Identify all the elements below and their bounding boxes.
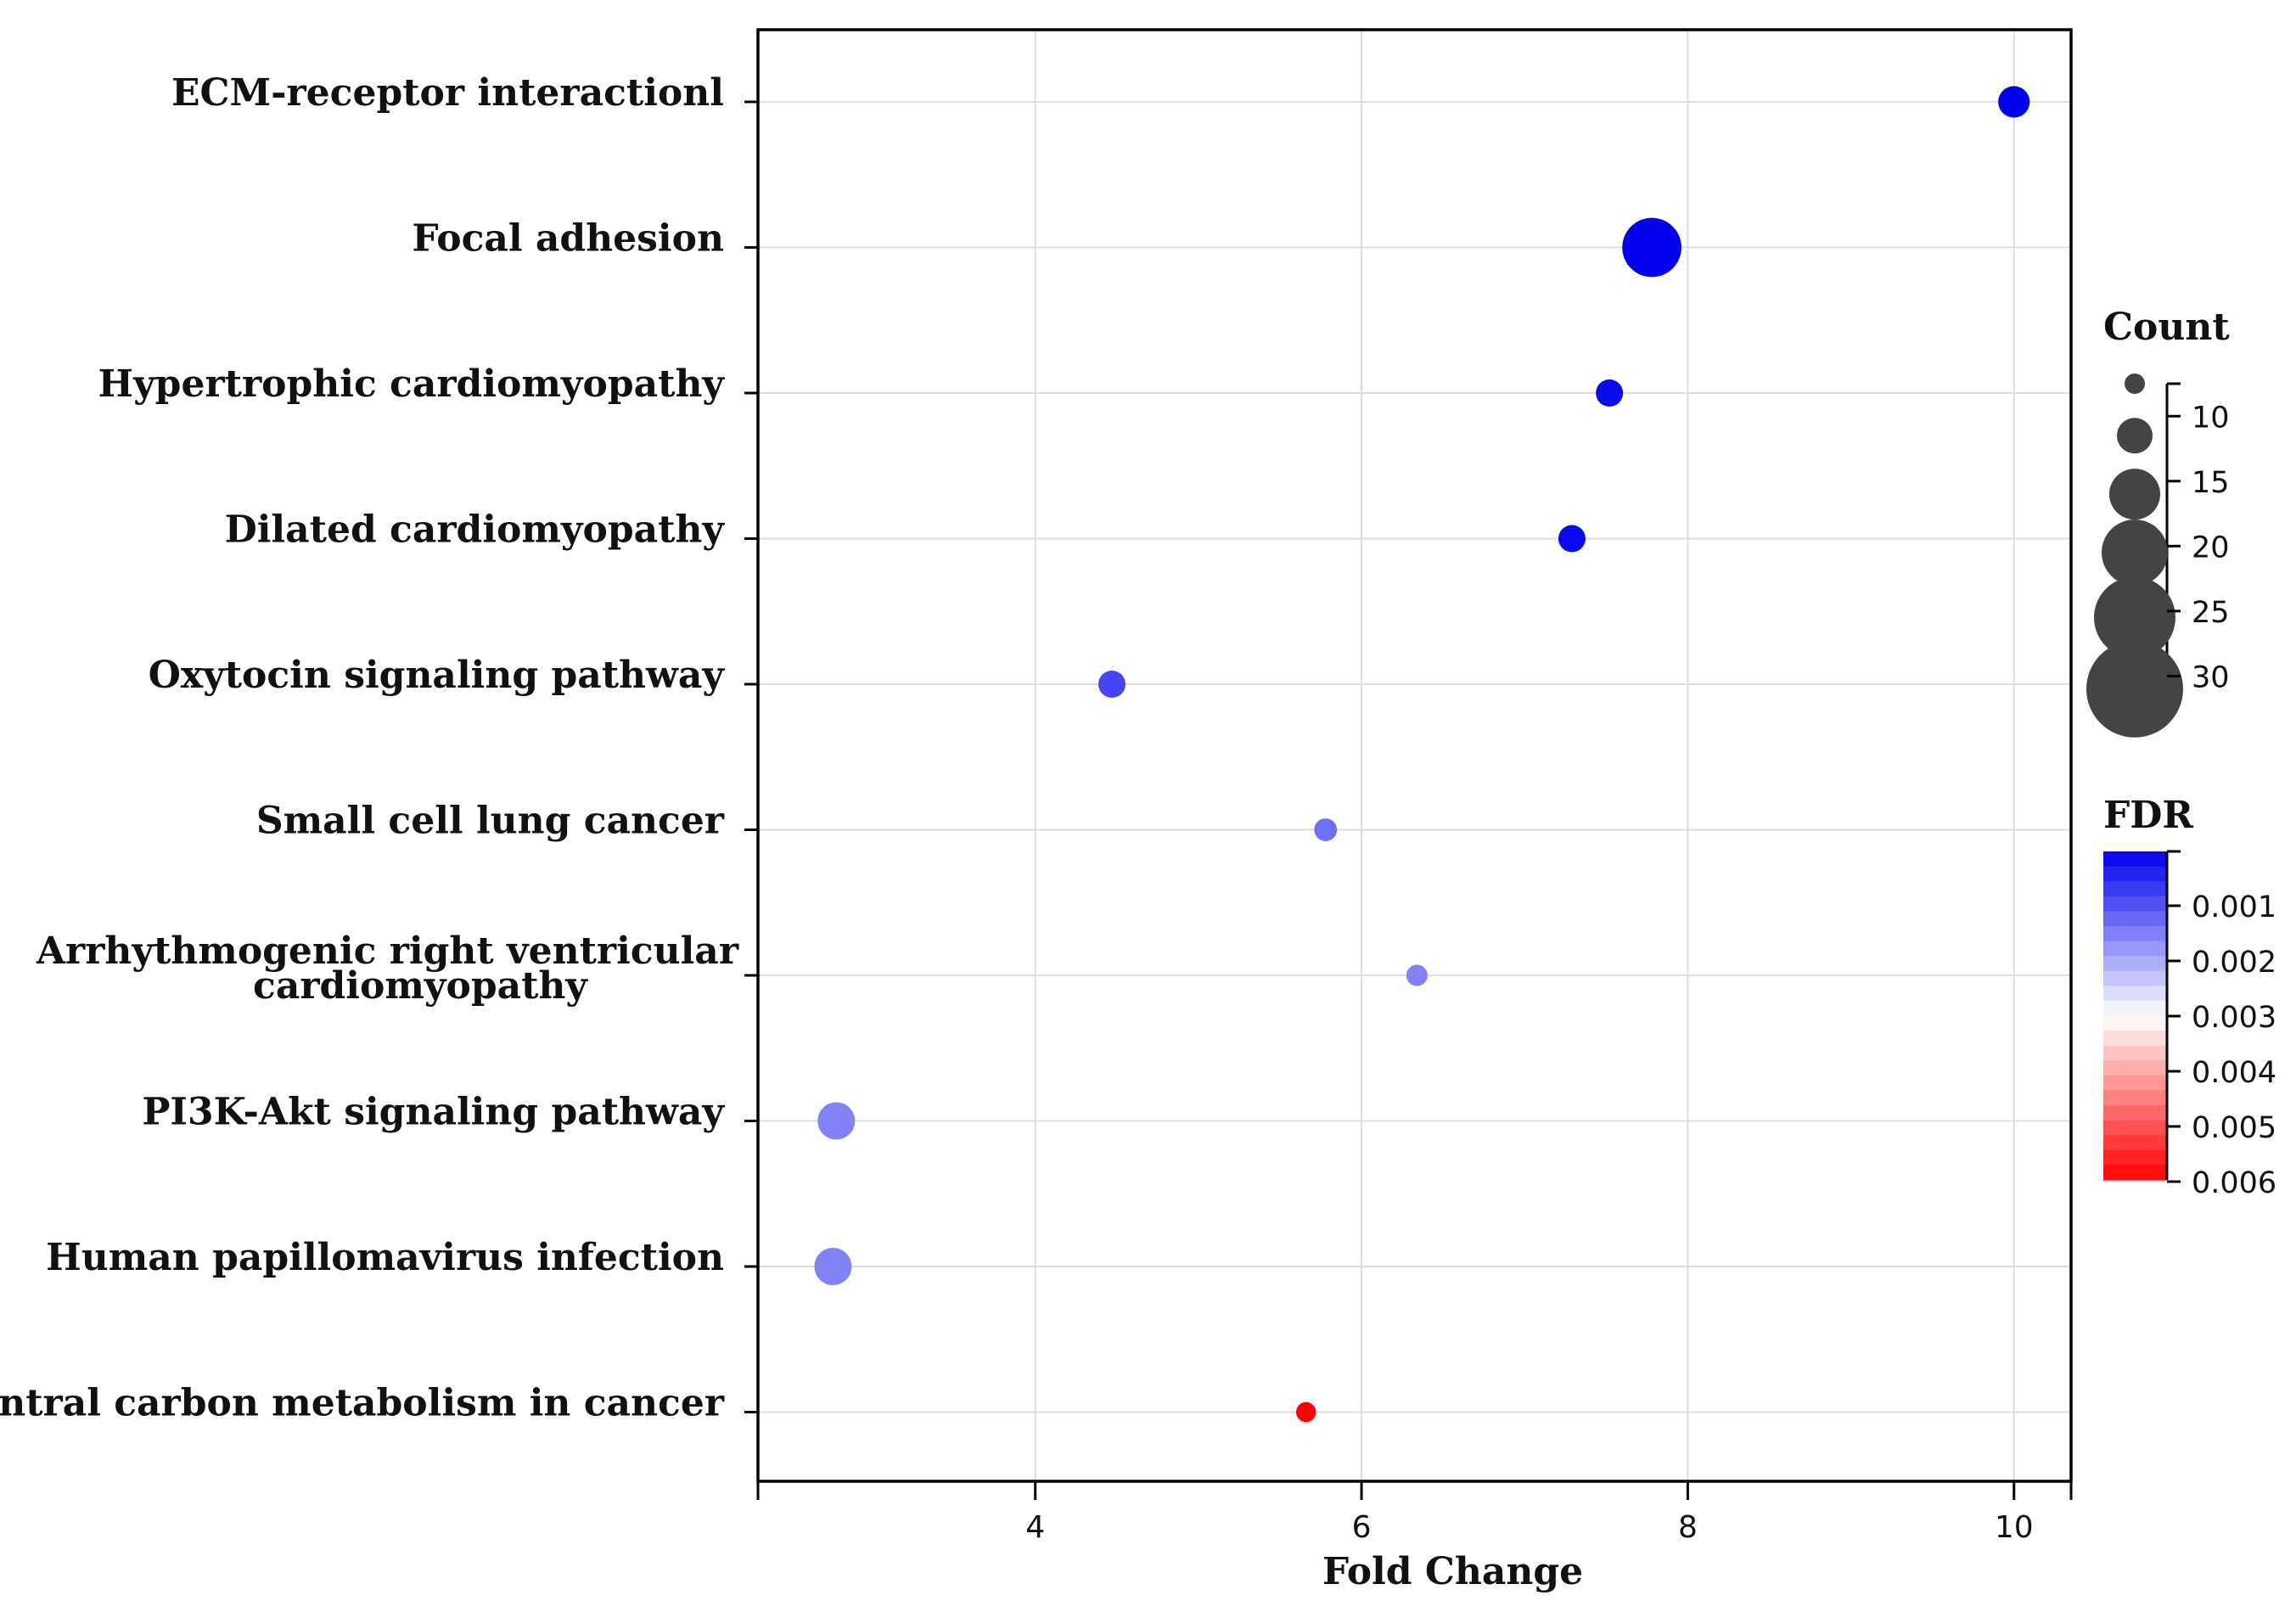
fdr-colorbar-segment xyxy=(2103,851,2167,868)
y-tick-label: Small cell lung cancer xyxy=(256,800,725,843)
fdr-colorbar-tick-label: 0.003 xyxy=(2192,1001,2276,1035)
fdr-colorbar-segment xyxy=(2103,1015,2167,1031)
fdr-colorbar-tick-label: 0.006 xyxy=(2192,1166,2276,1200)
count-legend-bubble xyxy=(2109,469,2160,520)
plot-frame xyxy=(756,28,2073,1483)
fdr-colorbar-segment xyxy=(2103,1149,2167,1166)
fdr-colorbar-segment xyxy=(2103,941,2167,957)
data-point xyxy=(1406,964,1428,986)
fdr-colorbar-segment xyxy=(2103,1165,2167,1181)
count-legend-bubble xyxy=(2086,640,2183,738)
y-tick-label: ECM-receptor interactionl xyxy=(171,71,724,115)
y-tick-label: PI3K-Akt signaling pathway xyxy=(142,1091,725,1134)
x-axis-title: Fold Change xyxy=(1322,1550,1583,1593)
data-point xyxy=(1295,1401,1316,1423)
count-legend-bubble xyxy=(2117,418,2153,454)
data-points xyxy=(814,86,2030,1423)
fdr-colorbar-segment xyxy=(2103,986,2167,1002)
fdr-colorbar-segment xyxy=(2103,956,2167,972)
fdr-colorbar-segment xyxy=(2103,1105,2167,1121)
x-tick-label: 4 xyxy=(1025,1510,1045,1545)
fdr-colorbar-segment xyxy=(2103,1045,2167,1061)
fdr-colorbar-tick-label: 0.001 xyxy=(2192,890,2276,924)
count-size-legend: Count 10 15 20 25 30 xyxy=(2086,306,2230,738)
count-legend-bubble xyxy=(2094,576,2175,659)
count-legend-bubble xyxy=(2125,374,2145,394)
data-point xyxy=(1558,525,1586,553)
y-axis: ECM-receptor interactionl Focal adhesion H… xyxy=(0,71,758,1425)
data-point xyxy=(814,1248,852,1285)
count-legend-tick-label: 20 xyxy=(2192,531,2230,564)
count-legend-tick-label: 30 xyxy=(2192,660,2230,694)
count-legend-title: Count xyxy=(2103,306,2230,349)
data-point xyxy=(817,1102,856,1140)
data-point xyxy=(1998,86,2030,118)
x-axis: 4 6 8 10 xyxy=(756,1481,2073,1545)
y-tick-label: Oxytocin signaling pathway xyxy=(149,654,726,697)
fdr-colorbar-segment xyxy=(2103,1000,2167,1017)
y-tick-label-continued: cardiomyopathy xyxy=(253,964,588,1008)
fdr-colorbar-segment xyxy=(2103,925,2167,942)
fdr-colorbar-segment xyxy=(2103,896,2167,912)
fdr-colorbar-segment xyxy=(2103,1075,2167,1092)
fdr-colorbar-segment xyxy=(2103,866,2167,882)
x-tick-label: 6 xyxy=(1352,1510,1372,1545)
fdr-color-legend: FDR 0.001 0.002 0.003 0.004 0.005 0.006 xyxy=(2103,794,2276,1200)
count-legend-tick-label: 15 xyxy=(2192,466,2230,500)
fdr-colorbar-segment xyxy=(2103,881,2167,897)
fdr-colorbar-tick-label: 0.005 xyxy=(2192,1111,2276,1145)
y-tick-label: Focal adhesion xyxy=(412,217,724,261)
y-tick-label: Human papillomavirus infection xyxy=(46,1236,724,1279)
count-legend-tick-label: 25 xyxy=(2192,596,2230,630)
data-point xyxy=(1596,379,1624,407)
y-tick-label: Hypertrophic cardiomyopathy xyxy=(98,362,726,406)
fdr-colorbar-segment xyxy=(2103,970,2167,986)
y-tick-label: Arrhythmogenic right ventricular xyxy=(36,930,739,973)
fdr-legend-title: FDR xyxy=(2103,794,2193,837)
count-legend-bubble xyxy=(2102,519,2168,586)
fdr-colorbar-segment xyxy=(2103,1120,2167,1136)
fdr-colorbar-tick-label: 0.004 xyxy=(2192,1056,2276,1090)
fdr-colorbar-segment xyxy=(2103,911,2167,927)
y-tick-label: Central carbon metabolism in cancer xyxy=(0,1382,725,1425)
x-tick-label: 10 xyxy=(1995,1510,2034,1545)
fdr-colorbar-segment xyxy=(2103,1090,2167,1106)
count-legend-tick-label: 10 xyxy=(2192,401,2230,435)
data-point xyxy=(1622,217,1681,278)
x-tick-label: 8 xyxy=(1678,1510,1698,1545)
data-point xyxy=(1314,818,1338,841)
fdr-colorbar-segment xyxy=(2103,1060,2167,1076)
data-point xyxy=(1098,671,1126,698)
fdr-colorbar-segment xyxy=(2103,1135,2167,1151)
y-tick-label: Dilated cardiomyopathy xyxy=(225,508,726,552)
fdr-colorbar-tick-label: 0.002 xyxy=(2192,946,2276,980)
fdr-colorbar-segment xyxy=(2103,1031,2167,1047)
